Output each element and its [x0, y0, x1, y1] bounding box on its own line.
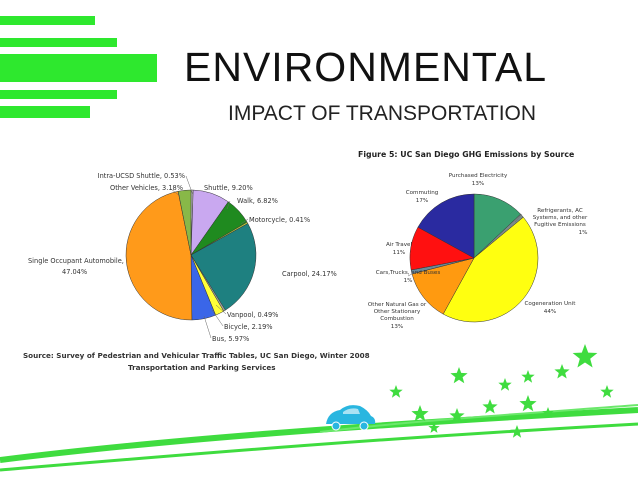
decorative-green-bars: [0, 0, 160, 130]
green-bar: [0, 38, 117, 47]
slide-title: ENVIRONMENTAL: [184, 44, 548, 90]
label-other-vehicles: Other Vehicles, 3.18%: [110, 184, 183, 192]
label-purchased-electricity: Purchased Electricity: [449, 173, 508, 179]
leader-line: [407, 271, 417, 277]
star-leaf-icon: [542, 407, 554, 418]
leader-line: [203, 315, 212, 339]
label-soa-line1: Single Occupant Automobile,: [28, 257, 124, 265]
commute-mode-pie: [125, 189, 257, 321]
ghg-emissions-pie: [409, 193, 539, 323]
label-refrigerants-1: Refrigerants, AC: [537, 208, 583, 214]
source-note-line2: Transportation and Parking Services: [128, 363, 276, 372]
label-refrigerants-3: Fugitive Emissions: [534, 222, 586, 228]
star-leaf-icon: [482, 399, 498, 414]
swoosh-stroke: [0, 407, 638, 463]
star-leaf-icon: [572, 344, 598, 368]
label-other-gas-1: Other Natural Gas or: [368, 302, 427, 308]
label-other-gas-2: Other Stationary: [374, 309, 421, 315]
commute-mode-slice: [190, 223, 257, 311]
green-swoosh: [0, 404, 638, 472]
leader-line: [211, 309, 224, 327]
star-leaf-icon: [450, 367, 468, 384]
label-intra-ucsd-shuttle: Intra-UCSD Shuttle, 0.53%: [98, 172, 185, 180]
figure-title: Figure 5: UC San Diego GHG Emissions by …: [358, 150, 574, 159]
label-other-gas-3: Combustion: [380, 316, 414, 322]
leader-line: [514, 213, 523, 223]
leader-line: [185, 175, 194, 196]
label-commuting: Commuting: [406, 190, 439, 196]
green-bar: [0, 54, 157, 82]
leaf-stars: [389, 344, 614, 438]
label-walk: Walk, 6.82%: [237, 197, 278, 205]
ghg-labels: Purchased Electricity 13% Commuting 17% …: [368, 173, 588, 330]
green-bar: [0, 106, 90, 118]
leader-line: [240, 218, 249, 225]
car-wheel: [359, 421, 369, 431]
slide-subtitle: IMPACT OF TRANSPORTATION: [228, 102, 537, 125]
car-window: [343, 408, 360, 414]
swoosh-stroke: [319, 404, 638, 433]
label-bus: Bus, 5.97%: [212, 335, 249, 343]
label-refrigerants-2: Systems, and other: [533, 215, 588, 221]
ghg-leader-lines: [407, 213, 523, 277]
commute-mode-labels: Intra-UCSD Shuttle, 0.53% Shuttle, 9.20%…: [28, 172, 337, 343]
label-commuting-pct: 17%: [416, 198, 428, 204]
label-air-travel: Air Travel: [386, 242, 413, 248]
label-vanpool: Vanpool, 0.49%: [227, 311, 278, 319]
star-leaf-icon: [510, 425, 524, 438]
car-icon: [326, 405, 376, 431]
commute-mode-slice: [125, 190, 193, 321]
label-carpool: Carpool, 24.17%: [282, 270, 337, 278]
source-note: Source: Survey of Pedestrian and Vehicul…: [23, 351, 370, 360]
star-leaf-icon: [521, 370, 535, 383]
star-leaf-icon: [600, 385, 614, 398]
label-refrigerants-pct: 1%: [579, 230, 588, 236]
label-purchased-electricity-pct: 13%: [472, 181, 484, 187]
label-soa-line2: 47.04%: [62, 268, 87, 276]
ghg-slice: [417, 193, 475, 259]
label-cogeneration: Cogeneration Unit: [525, 301, 577, 307]
star-leaf-icon: [498, 378, 512, 391]
label-bicycle: Bicycle, 2.19%: [224, 323, 273, 331]
star-leaf-icon: [389, 385, 403, 398]
ghg-slice: [442, 216, 539, 323]
car-wheel: [331, 421, 341, 431]
star-leaf-icon: [428, 422, 440, 433]
label-shuttle: Shuttle, 9.20%: [204, 184, 253, 192]
swoosh-stroke: [0, 422, 638, 472]
label-air-travel-pct: 11%: [393, 250, 405, 256]
label-other-gas-pct: 13%: [391, 324, 403, 330]
label-cars-trucks-pct: 1%: [404, 278, 413, 284]
star-leaf-icon: [449, 408, 465, 423]
leader-line: [226, 200, 231, 210]
label-cars-trucks: Cars,Trucks, and Buses: [376, 270, 441, 276]
green-bar: [0, 16, 95, 25]
car-body: [326, 405, 376, 424]
label-cogeneration-pct: 44%: [544, 309, 556, 315]
commute-mode-leader-lines: [170, 175, 249, 339]
star-leaf-icon: [519, 395, 537, 412]
green-bar: [0, 90, 117, 99]
leader-line: [170, 188, 181, 197]
star-leaf-icon: [554, 364, 570, 379]
star-leaf-icon: [411, 405, 429, 422]
label-motorcycle: Motorcycle, 0.41%: [249, 216, 310, 224]
leader-line: [215, 304, 227, 315]
